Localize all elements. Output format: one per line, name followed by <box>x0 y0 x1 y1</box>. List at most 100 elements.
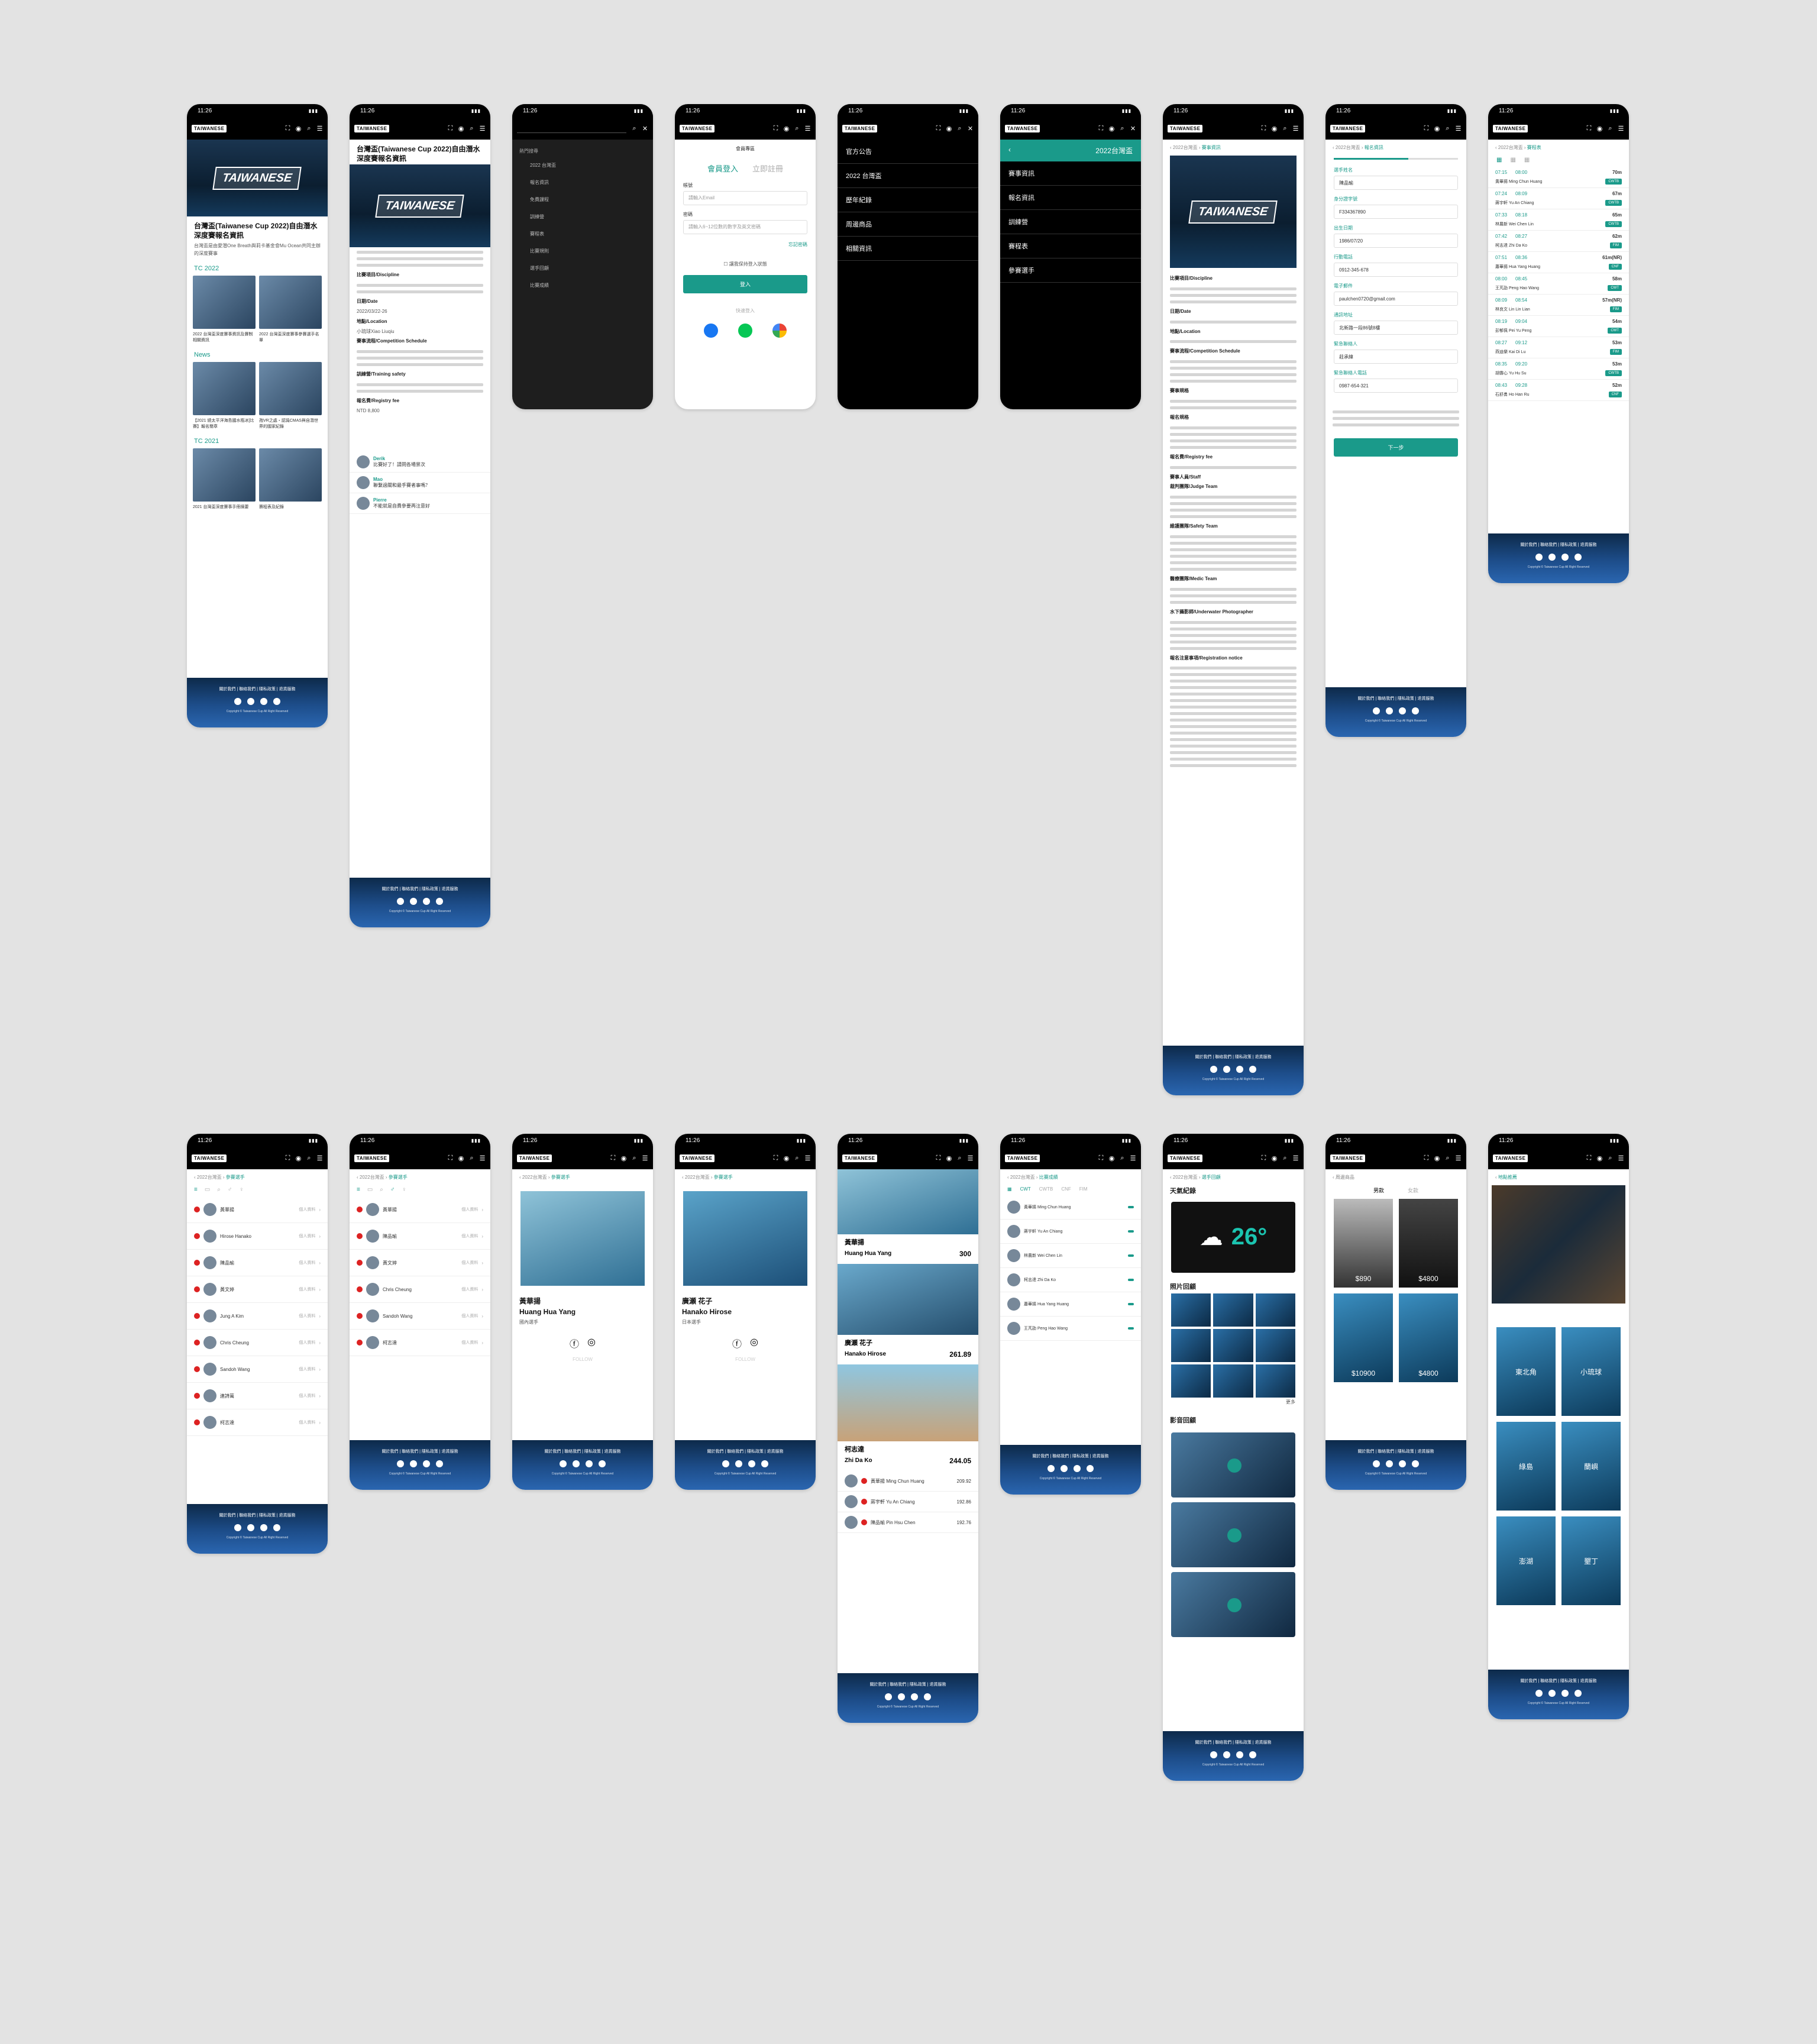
line-icon[interactable] <box>599 1460 606 1467</box>
place-tile[interactable]: 墾丁 <box>1561 1516 1621 1605</box>
menu-icon[interactable]: ☰ <box>316 1154 323 1162</box>
facebook-icon[interactable] <box>1373 1460 1380 1467</box>
profile-link[interactable]: 個人資料 <box>299 1261 316 1265</box>
photo-thumb[interactable] <box>1255 1364 1295 1398</box>
profile-link[interactable]: 個人資料 <box>461 1288 479 1292</box>
user-icon[interactable]: ◉ <box>1271 1154 1278 1162</box>
youtube-icon[interactable] <box>1074 1465 1081 1472</box>
instagram-icon[interactable] <box>410 898 417 905</box>
youtube-icon[interactable] <box>1561 1690 1569 1697</box>
search-icon[interactable]: ⌕ <box>1283 124 1287 132</box>
caption[interactable]: 2021 台灣盃深度賽事手冊摘要 <box>193 504 249 509</box>
close-icon[interactable]: ✕ <box>642 125 648 132</box>
grid-icon[interactable]: ▭ <box>204 1186 211 1193</box>
video-card[interactable] <box>1171 1432 1295 1498</box>
follow-button[interactable]: FOLLOW <box>735 1357 755 1363</box>
profile-link[interactable]: 個人資料 <box>461 1341 479 1345</box>
schedule-row[interactable]: 08:27 09:12 53m 燕迪樂 Kai Di Lu FIM <box>1488 337 1629 358</box>
logo[interactable]: TAIWANESE <box>1005 124 1040 132</box>
instagram-icon[interactable] <box>1386 1460 1393 1467</box>
cart-icon[interactable]: ⛶ <box>1424 1154 1429 1162</box>
line-icon[interactable] <box>1249 1066 1256 1073</box>
facebook-icon[interactable] <box>885 1693 892 1700</box>
athlete-row[interactable]: 柯志達 個人資料 › <box>350 1330 490 1356</box>
photo-thumb[interactable] <box>1213 1329 1253 1363</box>
remember-me-checkbox[interactable]: ☐ 讓我保持登入狀態 <box>723 261 767 267</box>
athlete-row[interactable]: Sandoh Wang 個人資料 › <box>187 1356 328 1383</box>
menu-icon[interactable]: ☰ <box>479 125 486 132</box>
athlete-row[interactable]: 黃文婷 個人資料 › <box>187 1276 328 1303</box>
youtube-icon[interactable] <box>260 1524 267 1531</box>
facebook-icon[interactable] <box>234 698 241 705</box>
close-icon[interactable]: ✕ <box>967 125 974 132</box>
line-icon[interactable] <box>761 1460 768 1467</box>
cart-icon[interactable]: ⛶ <box>285 1154 290 1162</box>
cart-icon[interactable]: ⛶ <box>1586 124 1592 132</box>
footer-links[interactable]: 關於我們 | 聯絡我們 | 隱私政策 | 退貨服務 <box>1032 1454 1109 1458</box>
line-icon[interactable] <box>1249 1751 1256 1758</box>
athlete-row[interactable]: 柯志達 個人資料 › <box>187 1409 328 1436</box>
profile-link[interactable]: 個人資料 <box>461 1234 479 1238</box>
facebook-icon[interactable] <box>1535 1690 1543 1697</box>
search-icon[interactable]: ⌕ <box>217 1186 221 1193</box>
instagram-icon[interactable] <box>1548 1690 1556 1697</box>
place-tile[interactable]: 小琉球 <box>1561 1327 1621 1416</box>
cart-icon[interactable]: ⛶ <box>1098 124 1104 132</box>
female-icon[interactable]: ♀ <box>402 1186 406 1193</box>
search-icon[interactable]: ⌕ <box>307 1154 311 1162</box>
photo-thumb[interactable] <box>1171 1293 1211 1327</box>
menu-icon[interactable]: ☰ <box>804 125 811 132</box>
id-field[interactable]: F334367890 <box>1334 205 1458 219</box>
logo[interactable]: TAIWANESE <box>842 1154 878 1162</box>
menu-icon[interactable]: ☰ <box>967 1154 974 1162</box>
search-icon[interactable]: ⌕ <box>470 124 474 132</box>
breadcrumb-link[interactable]: 2022台灣盃 <box>1335 145 1360 150</box>
birthday-field[interactable]: 1986/07/20 <box>1334 234 1458 248</box>
search-input[interactable] <box>517 124 626 133</box>
profile-link[interactable]: 個人資料 <box>461 1208 479 1212</box>
place-tile[interactable]: 東北角 <box>1496 1327 1556 1416</box>
thumb-image[interactable] <box>193 275 256 329</box>
hot-search-item[interactable]: 選手回顧 <box>530 265 549 271</box>
user-icon[interactable]: ◉ <box>1434 125 1440 132</box>
logo[interactable]: TAIWANESE <box>1493 124 1528 132</box>
facebook-icon[interactable] <box>1535 554 1543 561</box>
email-field[interactable]: paulchen0720@gmail.com <box>1334 292 1458 306</box>
facebook-icon[interactable] <box>1210 1751 1217 1758</box>
line-icon[interactable] <box>436 1460 443 1467</box>
cart-icon[interactable]: ⛶ <box>610 1154 616 1162</box>
athlete-row[interactable]: 陳品瑜 個人資料 › <box>350 1223 490 1250</box>
cart-icon[interactable]: ⛶ <box>773 124 778 132</box>
search-icon[interactable]: ⌕ <box>1446 1154 1450 1162</box>
footer-links[interactable]: 關於我們 | 聯絡我們 | 隱私政策 | 退貨服務 <box>1520 543 1597 547</box>
list-icon[interactable]: ≡ <box>357 1186 360 1193</box>
hot-search-item[interactable]: 訓練營 <box>530 214 544 219</box>
logo[interactable]: TAIWANESE <box>517 1154 552 1162</box>
cart-icon[interactable]: ⛶ <box>1261 124 1266 132</box>
search-icon[interactable]: ⌕ <box>307 124 311 132</box>
athlete-row[interactable]: 黃文婷 個人資料 › <box>350 1250 490 1276</box>
user-icon[interactable]: ◉ <box>1108 1154 1115 1162</box>
search-icon[interactable]: ⌕ <box>1608 1154 1612 1162</box>
line-icon[interactable] <box>273 698 280 705</box>
hot-search-item[interactable]: 賽程表 <box>530 231 544 237</box>
menu-icon[interactable]: ☰ <box>316 125 323 132</box>
search-icon[interactable]: ⌕ <box>632 1154 636 1162</box>
cart-icon[interactable]: ⛶ <box>1424 124 1429 132</box>
cart-icon[interactable]: ⛶ <box>448 124 453 132</box>
line-icon[interactable] <box>1087 1465 1094 1472</box>
profile-link[interactable]: 個人資料 <box>299 1421 316 1425</box>
user-icon[interactable]: ◉ <box>946 125 952 132</box>
facebook-icon[interactable] <box>234 1524 241 1531</box>
user-icon[interactable]: ◉ <box>783 1154 790 1162</box>
profile-link[interactable]: 個人資料 <box>299 1234 316 1238</box>
product-card[interactable]: $10900 <box>1334 1293 1393 1382</box>
login-button[interactable]: 登入 <box>683 275 807 294</box>
place-tile[interactable]: 綠島 <box>1496 1422 1556 1511</box>
hero-banner[interactable]: TAIWANESE <box>187 140 328 216</box>
result-row[interactable]: 柯志達 Zhi Da Ko <box>1000 1268 1141 1292</box>
close-icon[interactable]: ✕ <box>1130 125 1136 132</box>
footer-links[interactable]: 關於我們 | 聯絡我們 | 隱私政策 | 退貨服務 <box>1357 697 1434 701</box>
youtube-icon[interactable] <box>586 1460 593 1467</box>
youtube-icon[interactable] <box>423 898 430 905</box>
